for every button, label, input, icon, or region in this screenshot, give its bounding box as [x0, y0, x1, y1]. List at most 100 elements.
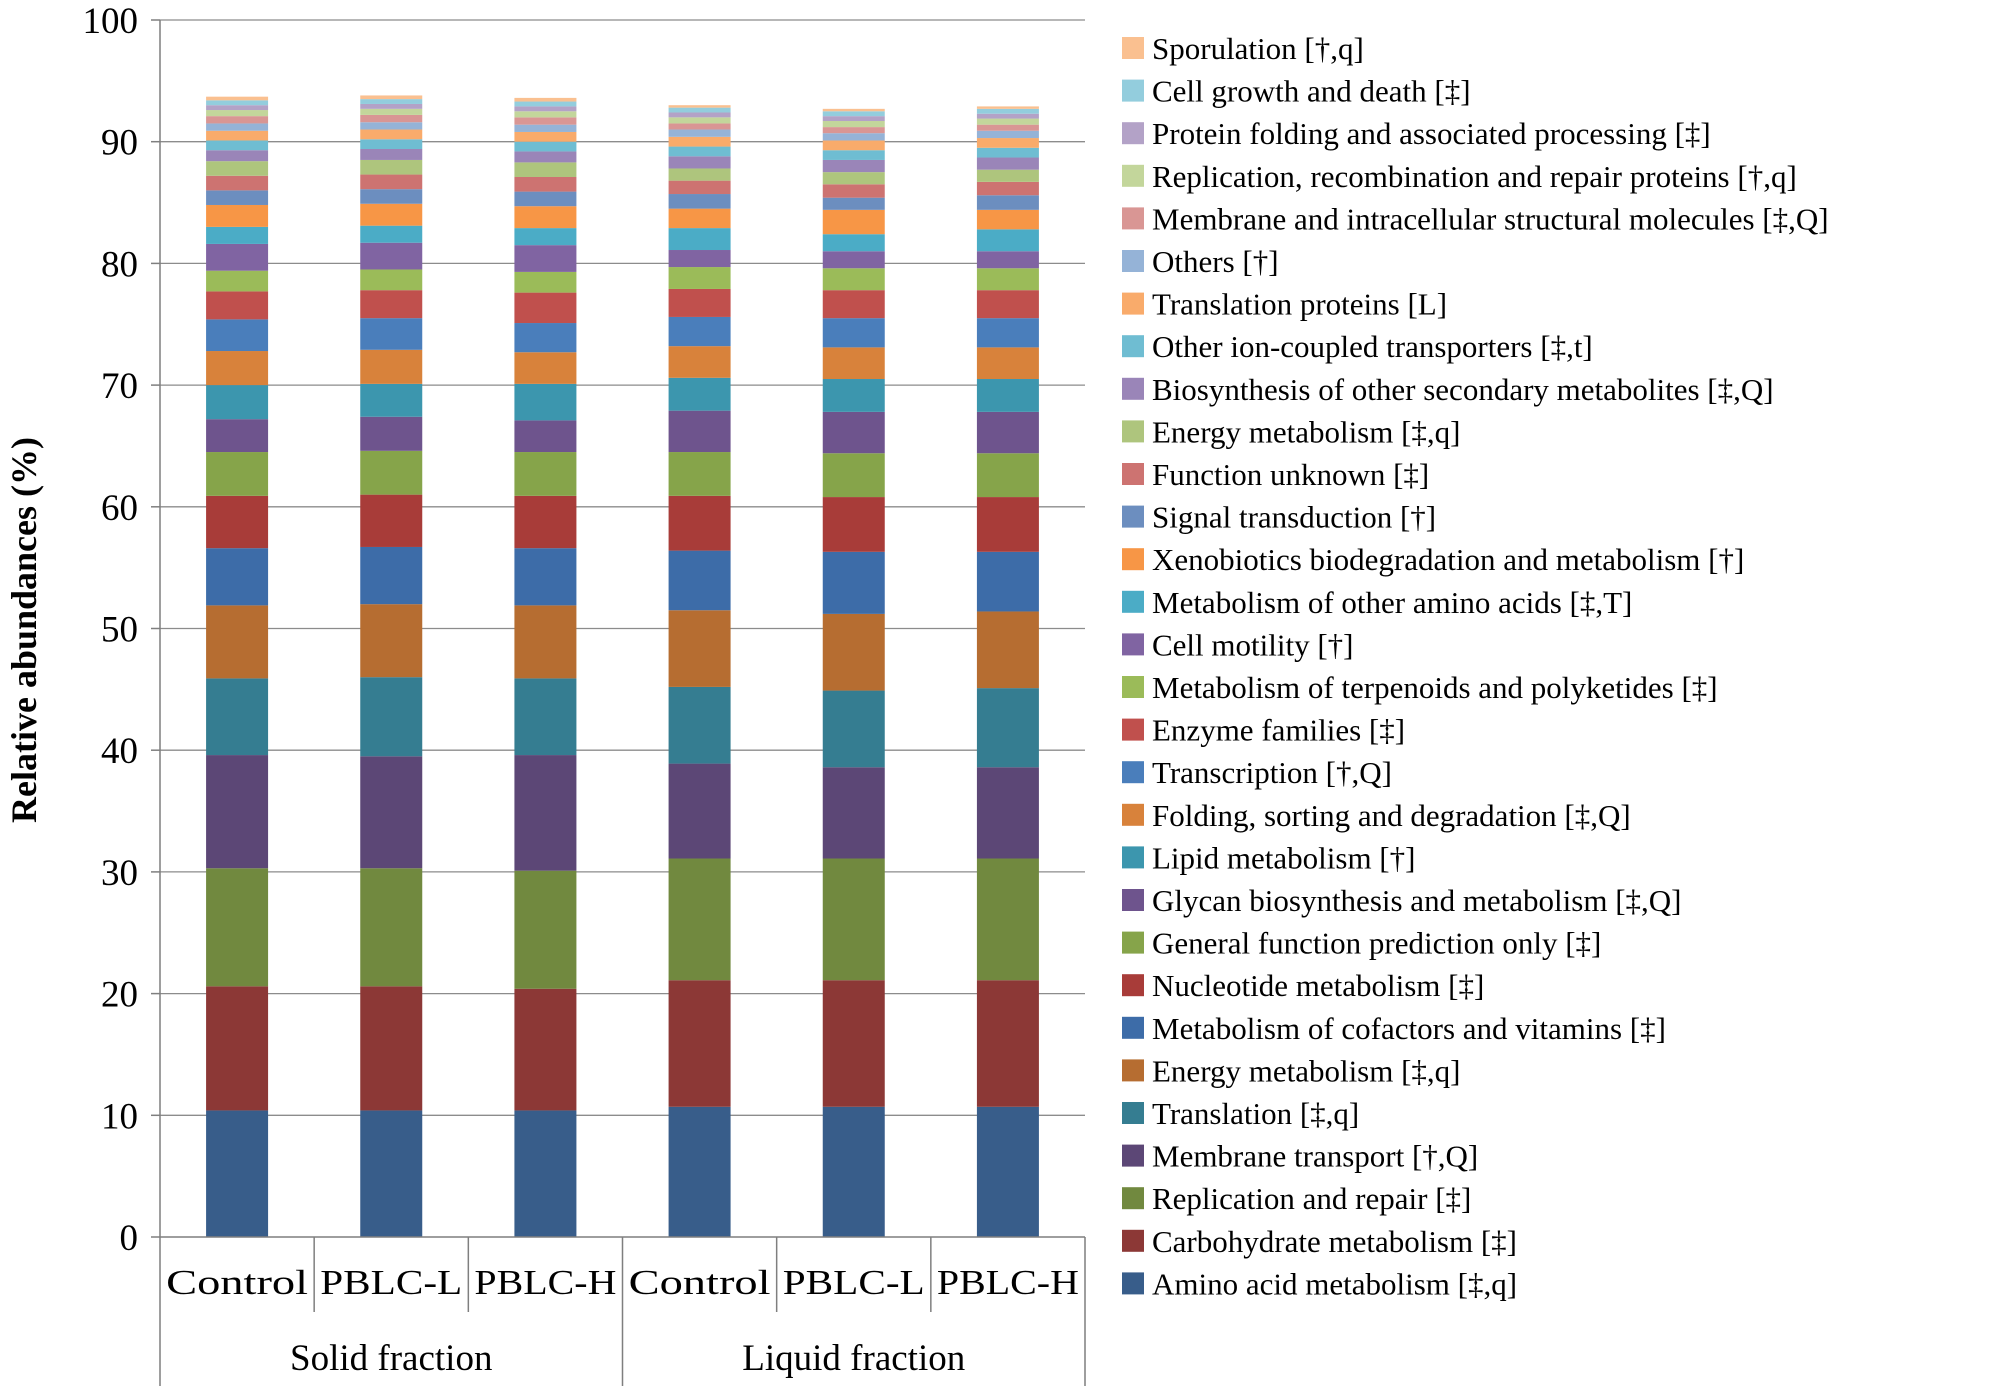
bar-segment: [206, 190, 269, 205]
bar-segment: [668, 980, 731, 1107]
legend-swatch: [1122, 548, 1144, 571]
bar-segment: [514, 292, 577, 324]
legend-swatch: [1122, 37, 1144, 59]
legend-label: Carbohydrate metabolism [‡]: [1152, 1224, 1517, 1259]
bar-segment: [360, 604, 423, 678]
y-tick-label: 0: [120, 1218, 139, 1259]
bar-segment: [976, 318, 1039, 348]
bar-segment: [822, 767, 885, 859]
bar-segment: [822, 159, 885, 173]
legend-label: Lipid metabolism [†]: [1152, 840, 1415, 875]
legend-label: Transcription [†,Q]: [1152, 755, 1392, 790]
bar-segment: [976, 611, 1039, 689]
legend-swatch: [1122, 676, 1144, 698]
bar-segment: [514, 548, 577, 606]
bar-segment: [206, 140, 269, 151]
bar-segment: [206, 204, 269, 227]
bar-segment: [360, 416, 423, 451]
bar-segment: [206, 226, 269, 244]
bar-segment: [360, 139, 423, 150]
legend-swatch: [1122, 1102, 1144, 1124]
y-tick-label: 50: [101, 610, 138, 651]
bar-segment: [668, 550, 731, 611]
bar-segment: [206, 1110, 269, 1237]
bar-segment: [822, 290, 885, 319]
legend-swatch: [1122, 250, 1144, 272]
bar-segment: [360, 383, 423, 417]
bar-segment: [360, 159, 423, 175]
bar-segment: [976, 181, 1039, 196]
bar-segment: [360, 986, 423, 1111]
y-tick-label: 70: [101, 366, 138, 407]
y-tick-label: 40: [101, 731, 138, 772]
legend-swatch: [1122, 590, 1144, 613]
bar-segment: [206, 123, 269, 131]
x-category-label: PBLC-L: [320, 1263, 462, 1302]
bar-segment: [360, 149, 423, 160]
bar-segment: [206, 100, 269, 106]
bar-segment: [976, 108, 1039, 114]
legend-label: Sporulation [†,q]: [1152, 31, 1364, 66]
bar-segment: [514, 1110, 577, 1237]
bar-segment: [822, 453, 885, 498]
bar-segment: [822, 127, 885, 134]
bar-segment: [668, 117, 731, 124]
legend-label: Xenobiotics biodegradation and metabolis…: [1152, 542, 1744, 577]
bar-segment: [514, 131, 577, 142]
legend-label: Translation [‡,q]: [1152, 1096, 1359, 1131]
bar-segment: [514, 323, 577, 353]
x-category-label: PBLC-L: [783, 1263, 925, 1302]
bar-segment: [976, 411, 1039, 454]
bar-segment: [360, 868, 423, 987]
bar-segment: [206, 130, 269, 141]
bar-segment: [206, 175, 269, 191]
bar-segment: [206, 548, 269, 606]
bar-segment: [206, 150, 269, 162]
bar-segment: [976, 209, 1039, 230]
bar-segment: [514, 245, 577, 272]
bar-segment: [360, 546, 423, 605]
bar-segment: [514, 988, 577, 1111]
bar-segment: [206, 495, 269, 549]
bar-segment: [668, 452, 731, 496]
bar-segment: [668, 250, 731, 268]
bar-segment: [976, 453, 1039, 498]
legend-label: Amino acid metabolism [‡,q]: [1152, 1266, 1517, 1301]
legend-swatch: [1122, 1059, 1144, 1082]
legend-label: General function prediction only [‡]: [1152, 926, 1601, 961]
legend-swatch: [1122, 1144, 1144, 1167]
bar-segment: [822, 551, 885, 614]
y-tick-label: 80: [101, 244, 138, 285]
bar-segment: [206, 605, 269, 679]
legend-swatch: [1122, 761, 1144, 784]
legend-swatch: [1122, 718, 1144, 741]
bar-segment: [668, 346, 731, 378]
bar-segment: [206, 678, 269, 756]
bar-segment: [822, 121, 885, 128]
bar-segment: [360, 290, 423, 319]
bar-segment: [822, 150, 885, 160]
bar-segment: [206, 116, 269, 124]
legend-label: Translation proteins [L]: [1152, 287, 1447, 322]
bar-segment: [668, 686, 731, 764]
bar-segment: [514, 228, 577, 246]
bar-segment: [668, 288, 731, 317]
bar-segment: [668, 105, 731, 108]
bar-segment: [822, 111, 885, 117]
bar-segment: [514, 151, 577, 163]
bar-segment: [360, 189, 423, 204]
y-tick-label: 100: [83, 1, 139, 42]
bar-segment: [360, 242, 423, 270]
bar-segment: [976, 229, 1039, 252]
legend-swatch: [1122, 292, 1144, 315]
bar-segment: [360, 129, 423, 140]
bar-segment: [206, 161, 269, 176]
y-tick-label: 10: [101, 1096, 138, 1137]
bar-segment: [976, 268, 1039, 291]
x-category-label: Control: [629, 1263, 771, 1302]
bar-segment: [822, 1106, 885, 1237]
bar-segment: [668, 1106, 731, 1237]
bar-segment: [668, 228, 731, 251]
legend-swatch: [1122, 207, 1144, 230]
y-tick-label: 20: [101, 975, 138, 1016]
